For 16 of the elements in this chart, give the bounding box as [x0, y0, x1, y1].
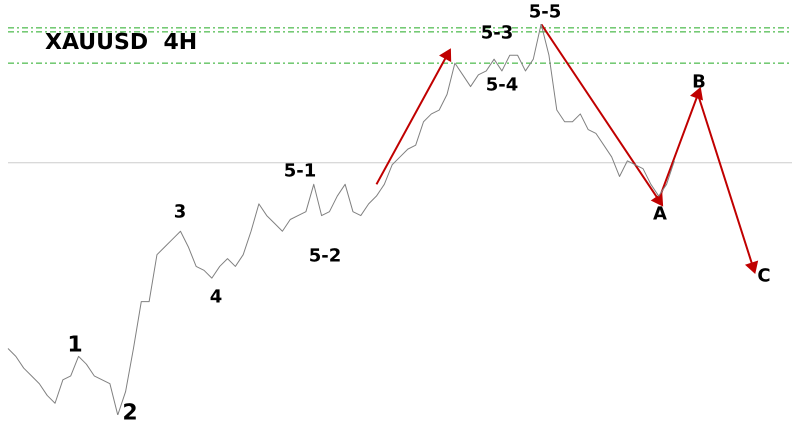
annotation: B: [692, 72, 706, 92]
annotation: 2: [122, 400, 138, 426]
annotation: A: [653, 204, 667, 224]
annotation: 3: [174, 202, 186, 222]
annotation: 4: [210, 286, 222, 308]
annotation: C: [757, 266, 771, 286]
annotation: 5-1: [284, 160, 316, 182]
annotation: 5-3: [480, 22, 514, 44]
text: 5-5: [528, 2, 562, 22]
point: [691, 88, 703, 100]
annotation: 1: [67, 332, 83, 358]
annotation: 5-4: [486, 74, 518, 96]
chart-title: XAUUSD 4H: [45, 30, 198, 55]
point: [652, 194, 664, 206]
point: [746, 260, 758, 274]
annotation: 5-2: [308, 246, 342, 266]
